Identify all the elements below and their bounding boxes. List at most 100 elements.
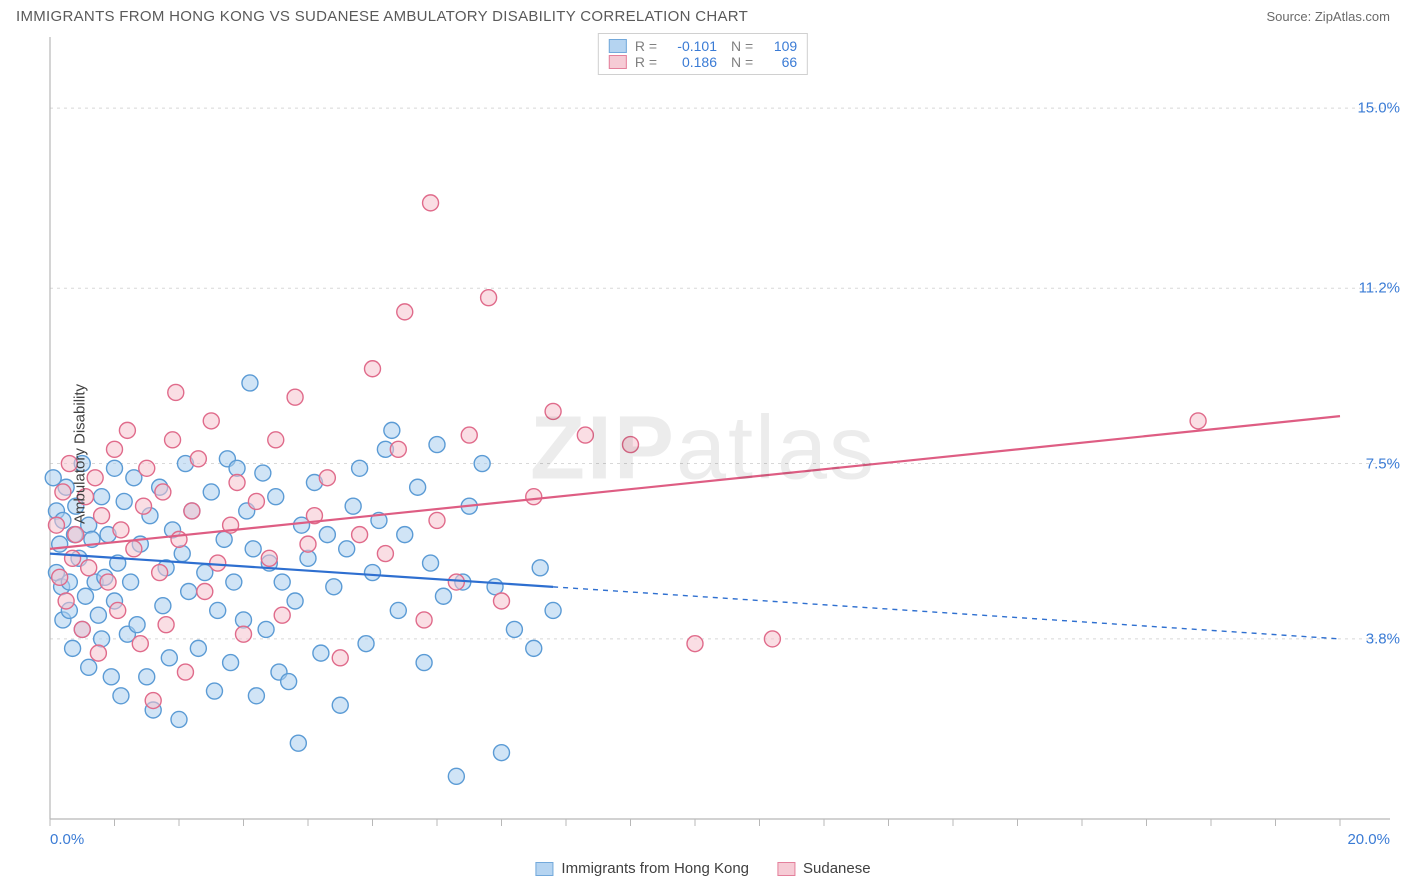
scatter-point [390, 602, 406, 618]
scatter-point [55, 484, 71, 500]
scatter-point [435, 588, 451, 604]
scatter-point [448, 574, 464, 590]
scatter-point [248, 493, 264, 509]
legend-swatch [535, 862, 553, 876]
scatter-point [494, 745, 510, 761]
scatter-point [545, 403, 561, 419]
scatter-point [129, 617, 145, 633]
scatter-point [313, 645, 329, 661]
scatter-point [110, 602, 126, 618]
source-link[interactable]: ZipAtlas.com [1315, 9, 1390, 24]
scatter-point [87, 470, 103, 486]
legend-r-value: -0.101 [665, 38, 717, 54]
scatter-point [526, 640, 542, 656]
legend-series-name: Immigrants from Hong Kong [561, 860, 749, 877]
scatter-point [126, 541, 142, 557]
scatter-point [65, 640, 81, 656]
scatter-point [52, 536, 68, 552]
legend-r-label: R = [635, 38, 657, 54]
scatter-point [152, 565, 168, 581]
scatter-point [397, 527, 413, 543]
scatter-point [506, 621, 522, 637]
scatter-point [242, 375, 258, 391]
scatter-point [181, 584, 197, 600]
chart-area: Ambulatory Disability ZIPatlas 3.8%7.5%1… [0, 29, 1406, 879]
scatter-point [423, 555, 439, 571]
source-prefix: Source: [1266, 9, 1314, 24]
scatter-point [197, 584, 213, 600]
scatter-point [461, 427, 477, 443]
scatter-point [268, 432, 284, 448]
scatter-point [171, 531, 187, 547]
trend-line-extrapolated [553, 587, 1340, 639]
scatter-point [300, 536, 316, 552]
scatter-point [206, 683, 222, 699]
legend-n-label: N = [731, 38, 753, 54]
scatter-point [577, 427, 593, 443]
scatter-point [81, 659, 97, 675]
legend-n-label: N = [731, 54, 753, 70]
legend-item: Sudanese [777, 860, 871, 877]
scatter-point [258, 621, 274, 637]
scatter-point [155, 598, 171, 614]
y-tick-label: 15.0% [1357, 100, 1400, 117]
scatter-point [339, 541, 355, 557]
scatter-point [168, 384, 184, 400]
scatter-point [68, 527, 84, 543]
scatter-point [332, 697, 348, 713]
scatter-point [255, 465, 271, 481]
scatter-point [326, 579, 342, 595]
y-tick-label: 3.8% [1366, 630, 1400, 647]
scatter-point [274, 607, 290, 623]
scatter-point [223, 655, 239, 671]
scatter-point [245, 541, 261, 557]
scatter-point [113, 688, 129, 704]
scatter-point [52, 569, 68, 585]
x-tick-label: 20.0% [1347, 831, 1390, 848]
legend-swatch [777, 862, 795, 876]
legend-item: Immigrants from Hong Kong [535, 860, 749, 877]
scatter-point [545, 602, 561, 618]
scatter-point [429, 437, 445, 453]
scatter-point [161, 650, 177, 666]
scatter-point [177, 664, 193, 680]
scatter-point [281, 674, 297, 690]
scatter-point [139, 460, 155, 476]
scatter-point [410, 479, 426, 495]
scatter-point [532, 560, 548, 576]
scatter-point [623, 437, 639, 453]
scatter-point [358, 636, 374, 652]
scatter-point [687, 636, 703, 652]
legend-row: R =-0.101N =109 [609, 38, 797, 54]
scatter-point [155, 484, 171, 500]
scatter-point [190, 451, 206, 467]
scatter-point [287, 389, 303, 405]
legend-swatch [609, 39, 627, 53]
scatter-point [416, 655, 432, 671]
scatter-chart-svg [0, 29, 1406, 879]
scatter-point [494, 593, 510, 609]
scatter-point [268, 489, 284, 505]
scatter-point [116, 493, 132, 509]
scatter-point [90, 607, 106, 623]
scatter-point [203, 484, 219, 500]
scatter-point [81, 560, 97, 576]
scatter-point [448, 768, 464, 784]
scatter-point [319, 470, 335, 486]
scatter-point [203, 413, 219, 429]
legend-r-value: 0.186 [665, 54, 717, 70]
scatter-point [481, 290, 497, 306]
legend-n-value: 66 [761, 54, 797, 70]
y-axis-label: Ambulatory Disability [72, 384, 89, 524]
scatter-point [210, 602, 226, 618]
scatter-point [290, 735, 306, 751]
scatter-point [287, 593, 303, 609]
scatter-point [365, 565, 381, 581]
legend-r-label: R = [635, 54, 657, 70]
scatter-point [261, 550, 277, 566]
scatter-point [226, 574, 242, 590]
scatter-point [74, 621, 90, 637]
scatter-point [107, 460, 123, 476]
legend-swatch [609, 55, 627, 69]
scatter-point [100, 574, 116, 590]
